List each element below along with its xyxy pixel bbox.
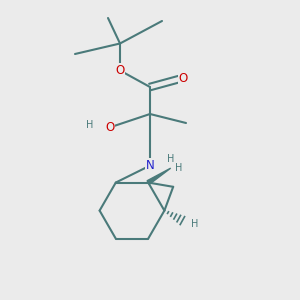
Text: H: H [176,163,183,173]
Text: O: O [105,121,114,134]
Text: O: O [178,71,188,85]
Text: H: H [191,219,198,229]
Text: H: H [167,154,174,164]
Text: O: O [116,64,124,77]
Text: H: H [86,120,94,130]
Polygon shape [147,168,171,184]
Text: N: N [146,159,154,172]
